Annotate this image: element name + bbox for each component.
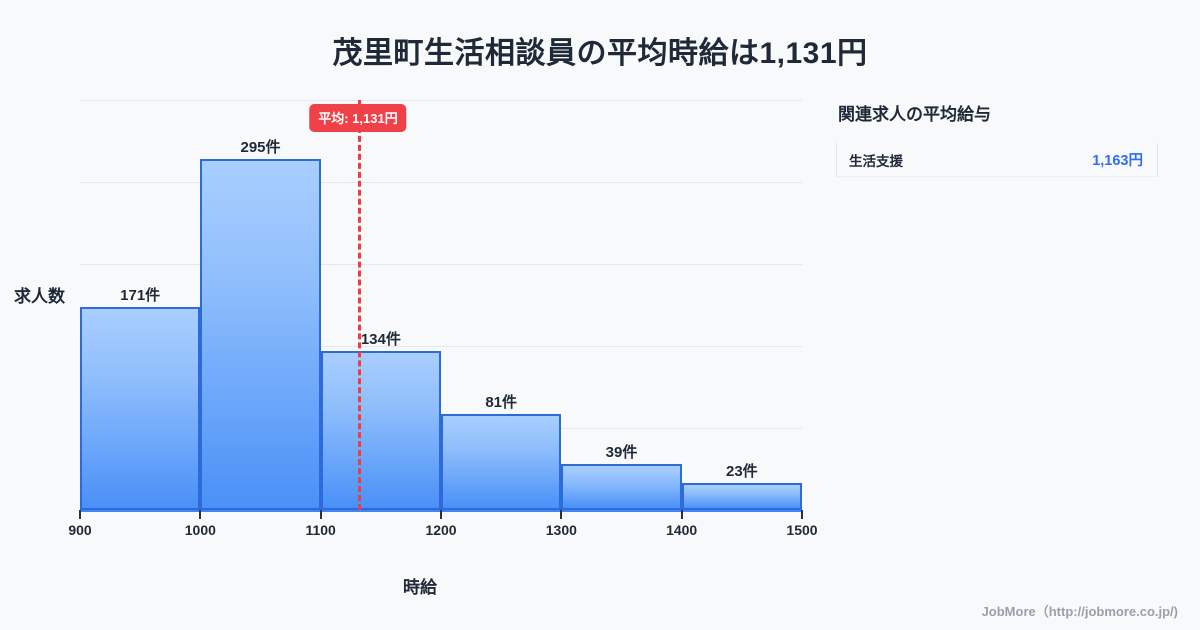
x-axis-tick [199,510,202,519]
gridline [80,346,802,347]
bar[interactable] [441,413,562,510]
x-axis-title: 時給 [403,578,437,597]
y-axis-title: 求人数 [14,287,65,306]
bar[interactable] [561,463,682,510]
related-salary-row-value: 1,163円 [1092,153,1143,169]
bar-value-label: 134件 [360,330,401,348]
bar[interactable] [80,306,201,510]
bar-value-label: 23件 [725,462,758,480]
x-axis-tick [560,510,563,519]
x-axis-tick-label: 1300 [545,522,577,538]
footer-attribution: JobMore（http://jobmore.co.jp/) [981,604,1178,619]
plot-area: 171件 295件 134件 81件 39件 23件 [80,100,802,510]
bar-value-label: 39件 [605,443,638,461]
x-axis-tick-label: 1100 [305,522,336,538]
x-axis-tick-label: 1200 [425,522,457,538]
x-axis-tick [319,510,322,519]
bar-value-label: 81件 [485,393,517,411]
related-salary-panel: 関連求人の平均給与 生活支援 1,163円 [836,100,1176,177]
x-axis-tick [680,510,683,519]
bar-value-label: 295件 [240,139,281,157]
bar[interactable] [200,159,321,510]
x-axis-tick-label: 1500 [786,522,818,538]
bar-value-label: 171件 [120,286,161,304]
related-salary-row[interactable]: 生活支援 1,163円 [836,143,1158,177]
related-salary-rows: 生活支援 1,163円 [836,143,1176,177]
x-axis-tick-label: 1400 [666,522,698,538]
x-axis-tick [440,510,442,519]
page-title: 茂里町生活相談員の平均時給は1,131円 [332,37,868,70]
gridline [80,264,802,265]
related-salary-heading: 関連求人の平均給与 [838,105,991,124]
average-badge: 平均: 1,131円 [309,104,407,132]
histogram-chart: 171件 295件 134件 81件 39件 23件 900 1000 1100 1200 130… [14,100,818,597]
average-line [357,100,361,510]
gridline [80,100,802,101]
bar[interactable] [320,350,441,510]
x-axis-tick-label: 900 [68,522,92,538]
related-salary-row-label: 生活支援 [849,153,903,169]
x-axis-tick [801,510,803,519]
gridline [80,182,802,183]
bar[interactable] [681,482,802,510]
x-axis-tick [79,510,81,519]
x-axis-tick-label: 1000 [184,522,216,538]
